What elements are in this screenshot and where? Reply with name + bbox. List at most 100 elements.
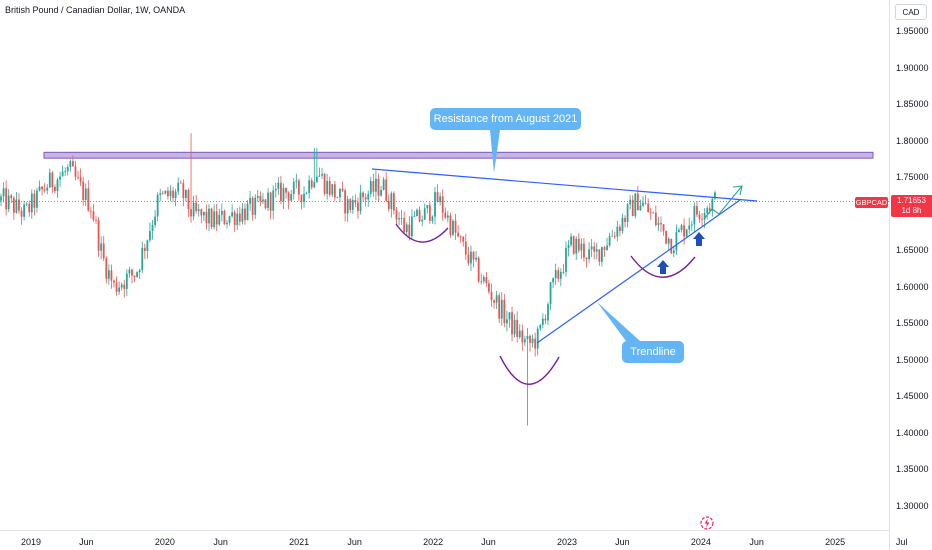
candle[interactable] (174, 188, 177, 207)
candle[interactable] (714, 190, 716, 201)
candle[interactable] (41, 185, 43, 196)
candle[interactable] (547, 302, 549, 326)
candle[interactable] (336, 196, 339, 199)
candle[interactable] (382, 177, 385, 191)
candle[interactable] (654, 205, 657, 227)
candle[interactable] (480, 273, 483, 285)
candle[interactable] (184, 189, 187, 202)
candle[interactable] (7, 189, 10, 213)
candle[interactable] (603, 246, 606, 257)
candle[interactable] (400, 209, 403, 225)
candle[interactable] (701, 213, 703, 228)
candle[interactable] (128, 266, 131, 278)
candle[interactable] (290, 190, 293, 202)
candle[interactable] (159, 188, 162, 202)
candle[interactable] (154, 210, 156, 228)
candle[interactable] (156, 192, 159, 222)
candle[interactable] (151, 219, 154, 240)
candle[interactable] (33, 189, 36, 216)
tradingview-bolt-icon[interactable] (700, 516, 714, 530)
candle[interactable] (585, 257, 588, 268)
candle[interactable] (141, 241, 144, 274)
candle[interactable] (647, 198, 650, 213)
candle[interactable] (503, 293, 506, 328)
candle[interactable] (177, 177, 180, 196)
candle[interactable] (601, 246, 603, 267)
candle[interactable] (416, 208, 418, 217)
candle[interactable] (256, 190, 259, 202)
candle[interactable] (354, 194, 357, 208)
candle[interactable] (588, 242, 590, 263)
candle[interactable] (672, 245, 675, 258)
candle[interactable] (470, 245, 472, 271)
candle[interactable] (446, 211, 449, 223)
candle[interactable] (259, 191, 262, 206)
candle[interactable] (660, 216, 662, 233)
candle[interactable] (244, 203, 246, 225)
candle[interactable] (5, 180, 8, 216)
candle[interactable] (629, 195, 632, 210)
candle[interactable] (608, 232, 611, 247)
candle[interactable] (634, 192, 637, 219)
candle[interactable] (467, 247, 470, 266)
candle[interactable] (372, 173, 375, 197)
candle[interactable] (102, 235, 105, 262)
candle[interactable] (0, 193, 2, 207)
candle[interactable] (339, 188, 341, 202)
candle[interactable] (652, 211, 655, 214)
candle[interactable] (172, 186, 174, 202)
resistance-callout[interactable]: Resistance from August 2021 (430, 108, 581, 130)
candle[interactable] (313, 147, 316, 189)
candle[interactable] (393, 191, 395, 215)
candle[interactable] (457, 225, 460, 238)
candle[interactable] (297, 178, 300, 201)
candle[interactable] (64, 167, 67, 177)
chart-area[interactable]: British Pound / Canadian Dollar, 1W, OAN… (0, 0, 889, 530)
candle[interactable] (20, 207, 23, 225)
candle[interactable] (308, 175, 311, 199)
candle[interactable] (621, 213, 624, 234)
candle[interactable] (536, 326, 539, 356)
candle[interactable] (541, 313, 544, 329)
candle[interactable] (436, 184, 439, 203)
candle[interactable] (475, 251, 477, 263)
candle[interactable] (238, 206, 241, 226)
candle[interactable] (215, 203, 218, 232)
candle[interactable] (87, 180, 90, 212)
candle[interactable] (125, 269, 128, 297)
candle[interactable] (267, 188, 269, 211)
candle[interactable] (59, 171, 61, 188)
candle[interactable] (377, 173, 380, 202)
candle[interactable] (351, 195, 354, 214)
candle[interactable] (410, 209, 413, 241)
candle[interactable] (403, 211, 406, 233)
candle[interactable] (380, 185, 382, 197)
candle[interactable] (539, 324, 542, 332)
candle[interactable] (557, 267, 560, 283)
candle[interactable] (274, 182, 277, 198)
candle[interactable] (711, 197, 714, 217)
candle[interactable] (143, 243, 146, 260)
candle[interactable] (506, 310, 508, 332)
candle[interactable] (120, 282, 123, 291)
candle[interactable] (693, 202, 696, 233)
candle[interactable] (444, 207, 447, 220)
candle[interactable] (97, 217, 100, 257)
candle[interactable] (662, 224, 665, 236)
currency-badge[interactable]: CAD (895, 4, 927, 20)
candle[interactable] (105, 256, 108, 284)
candle[interactable] (531, 334, 534, 348)
candle[interactable] (364, 193, 367, 207)
candle[interactable] (680, 223, 683, 233)
candle[interactable] (683, 218, 685, 245)
candle[interactable] (254, 194, 257, 219)
candle[interactable] (292, 177, 295, 200)
candle[interactable] (624, 215, 626, 228)
candle[interactable] (606, 238, 608, 251)
candle[interactable] (36, 187, 38, 213)
candle[interactable] (92, 203, 95, 222)
candle[interactable] (488, 279, 490, 295)
candle[interactable] (636, 185, 639, 211)
candle[interactable] (233, 210, 236, 232)
candle[interactable] (82, 176, 85, 206)
